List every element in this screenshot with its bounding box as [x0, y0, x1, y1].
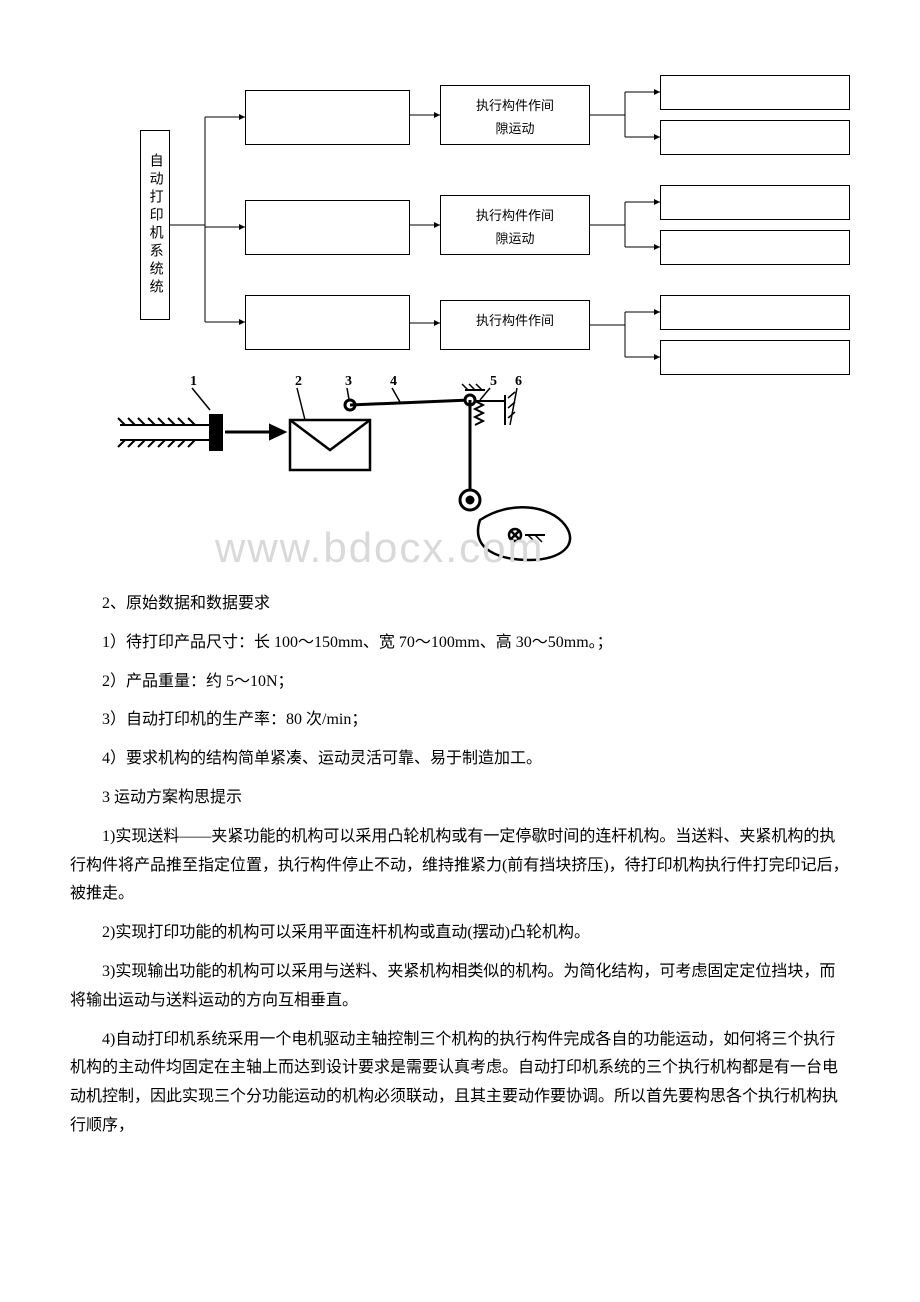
section3-item-3: 3)实现输出功能的机构可以采用与送料、夹紧机构相类似的机构。为简化结构，可考虑固… [70, 958, 850, 1016]
mid-box-2 [245, 200, 410, 255]
section2-item-2: 2）产品重量：约 5～10N； [70, 668, 850, 697]
right-box-2 [660, 120, 850, 155]
mech-label-6: 6 [515, 374, 522, 389]
mech-label-3: 3 [345, 374, 352, 389]
section2-item-4: 4）要求机构的结构简单紧凑、运动灵活可靠、易于制造加工。 [70, 745, 850, 774]
mech-label-5: 5 [490, 374, 497, 389]
mid-box-1 [245, 90, 410, 145]
right-box-3 [660, 185, 850, 220]
section3-title: 3 运动方案构思提示 [70, 784, 850, 813]
mechanism-sketch: 1 2 3 4 5 6 [70, 370, 850, 570]
section2-item-1: 1）待打印产品尺寸：长 100～150mm、宽 70～100mm、高 30～50… [70, 629, 850, 658]
section3-item-1: 1)实现送料——夹紧功能的机构可以采用凸轮机构或有一定停歇时间的连杆机构。当送料… [70, 823, 850, 909]
right-box-1 [660, 75, 850, 110]
exec-box-2: 执行构件作间 隙运动 [440, 195, 590, 255]
mechanism-svg: 1 2 3 4 5 6 [70, 370, 850, 570]
section3-item-2: 2)实现打印功能的机构可以采用平面连杆机构或直动(摆动)凸轮机构。 [70, 919, 850, 948]
mid-box-3 [245, 295, 410, 350]
section2-item-3: 3）自动打印机的生产率：80 次/min； [70, 706, 850, 735]
section3-item-4: 4)自动打印机系统采用一个电机驱动主轴控制三个机构的执行构件完成各自的功能运动，… [70, 1026, 850, 1141]
mech-label-2: 2 [295, 374, 302, 389]
mech-label-1: 1 [190, 374, 197, 389]
section2-title: 2、原始数据和数据要求 [70, 590, 850, 619]
right-box-4 [660, 230, 850, 265]
exec-box-3: 执行构件作间 [440, 300, 590, 350]
mech-label-4: 4 [390, 374, 397, 389]
exec-box-1: 执行构件作间 隙运动 [440, 85, 590, 145]
flowchart-diagram: 自动打印机系统统 执行构件作间 隙运动 执行构件作间 隙运动 执行构件作间 [70, 60, 850, 360]
right-box-5 [660, 295, 850, 330]
root-box: 自动打印机系统统 [140, 130, 170, 320]
